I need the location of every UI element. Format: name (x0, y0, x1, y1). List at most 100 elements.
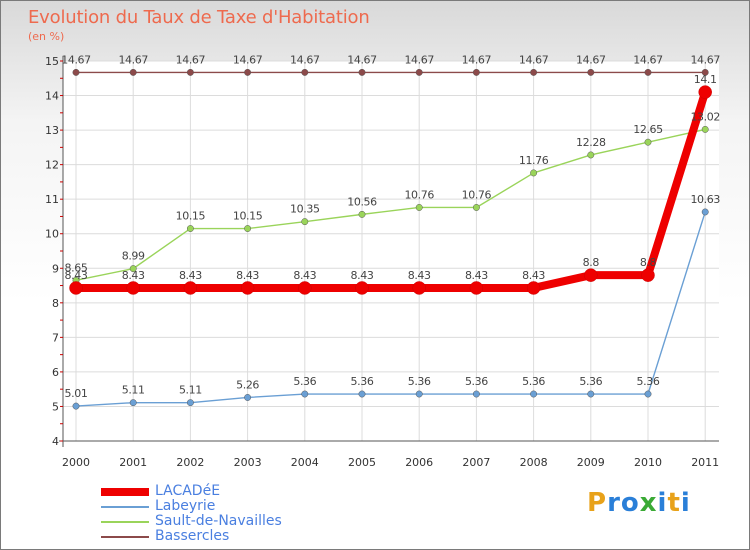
data-point (301, 68, 309, 76)
y-tick-label: 5 (52, 400, 59, 413)
data-label: 5.11 (179, 384, 202, 397)
data-label: 10.76 (404, 188, 434, 201)
x-tick-label: 2008 (520, 456, 548, 469)
data-point (526, 281, 541, 295)
data-point (530, 390, 538, 398)
x-tick-label: 2009 (577, 456, 605, 469)
x-tick-label: 2004 (291, 456, 319, 469)
data-label: 8.8 (640, 256, 657, 269)
series-line (75, 211, 706, 407)
data-label: 14.67 (404, 53, 434, 66)
data-label: 14.67 (519, 53, 549, 66)
y-tick-label: 15 (45, 55, 59, 68)
data-label: 8.65 (65, 261, 88, 274)
data-label: 12.65 (633, 123, 663, 136)
data-label: 5.36 (637, 375, 660, 388)
data-label: 8.43 (293, 269, 316, 282)
chart-title: Evolution du Taux de Taxe d'Habitation (28, 7, 370, 28)
data-label: 12.28 (576, 136, 606, 149)
y-tick-label: 8 (52, 297, 59, 310)
x-tick-label: 2003 (234, 456, 262, 469)
data-point (129, 265, 137, 273)
data-point (698, 85, 712, 99)
data-point (72, 402, 80, 410)
data-point (129, 399, 137, 407)
data-point (701, 125, 709, 133)
data-label: 5.36 (579, 375, 602, 388)
legend-swatch (101, 536, 149, 538)
data-label: 8.43 (236, 269, 259, 282)
data-point (186, 225, 194, 232)
legend-label: Bassercles (155, 528, 230, 544)
data-label: 8.99 (122, 250, 145, 263)
y-tick-label: 4 (52, 435, 59, 448)
x-tick-label: 2005 (348, 456, 376, 469)
proxiti-logo: Proxiti (587, 488, 691, 518)
data-point (584, 268, 598, 282)
chart-subtitle: (en %) (28, 30, 65, 43)
legend-swatch (101, 488, 149, 496)
data-label: 5.01 (65, 387, 88, 400)
data-label: 10.15 (233, 210, 263, 223)
data-point (72, 68, 80, 76)
data-point (530, 169, 538, 177)
x-tick-label: 2002 (176, 456, 204, 469)
data-label: 5.26 (236, 378, 259, 391)
data-point (469, 281, 484, 295)
x-tick-label: 2010 (634, 456, 662, 469)
data-label: 10.35 (290, 203, 320, 216)
data-label: 8.8 (583, 256, 600, 269)
data-point (644, 390, 652, 398)
data-label: 14.1 (694, 73, 717, 86)
data-label: 5.36 (293, 375, 316, 388)
legend-swatch (101, 506, 149, 508)
series-line (75, 128, 706, 282)
data-point (244, 68, 252, 76)
x-tick-label: 2001 (119, 456, 147, 469)
data-point (186, 68, 194, 76)
data-point (301, 390, 309, 398)
x-tick-label: 2011 (691, 456, 719, 469)
data-point (244, 394, 252, 401)
data-point (472, 390, 480, 398)
logo-letter: o (620, 488, 640, 518)
data-point (358, 210, 366, 218)
data-label: 14.67 (347, 53, 377, 66)
data-point (701, 208, 709, 216)
data-point (358, 390, 366, 398)
data-point (587, 68, 595, 76)
data-point (587, 390, 595, 398)
x-tick-label: 2000 (62, 456, 90, 469)
legend-label: Sault-de-Navailles (155, 513, 282, 529)
data-label: 14.67 (61, 53, 91, 66)
data-label: 10.76 (462, 188, 492, 201)
data-label: 5.36 (465, 375, 488, 388)
data-label: 14.67 (690, 53, 720, 66)
data-label: 8.43 (65, 269, 88, 282)
data-point (587, 151, 595, 159)
y-tick-label: 13 (45, 124, 59, 137)
x-tick-label: 2007 (462, 456, 490, 469)
data-label: 8.43 (351, 269, 374, 282)
plot-area (63, 61, 719, 441)
data-label: 13.02 (690, 110, 720, 123)
legend-label: LACADéE (155, 483, 221, 499)
data-point (298, 281, 312, 295)
logo-letter: x (639, 488, 658, 518)
data-point (301, 218, 309, 226)
y-tick-label: 14 (45, 90, 59, 103)
data-label: 5.36 (351, 375, 374, 388)
data-point (415, 68, 423, 76)
data-point (644, 68, 652, 76)
y-tick-label: 6 (52, 366, 59, 379)
data-point (472, 68, 480, 76)
logo-letter: r (607, 488, 621, 518)
y-tick-label: 9 (52, 262, 59, 275)
y-tick-label: 12 (45, 159, 59, 172)
data-point (415, 204, 423, 211)
data-label: 8.43 (179, 269, 202, 282)
data-point (358, 68, 366, 76)
data-point (644, 138, 652, 146)
